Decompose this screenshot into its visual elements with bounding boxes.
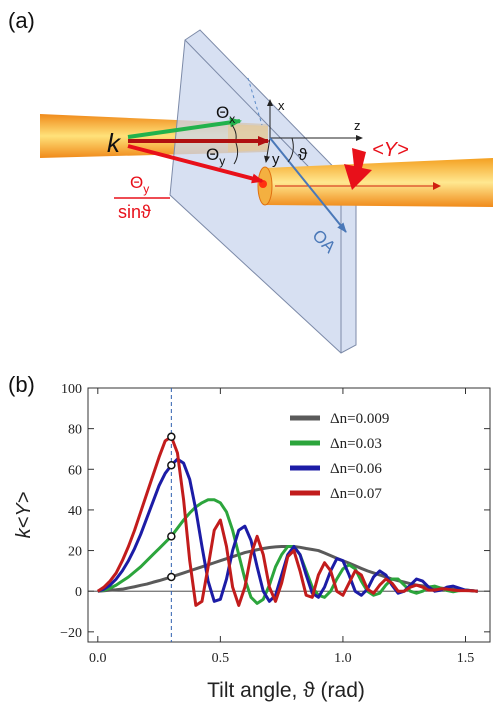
k-label: k [107, 128, 122, 158]
symbol: Θ [216, 103, 229, 122]
force-arrow [344, 148, 372, 190]
y-tick-label: 20 [68, 545, 82, 560]
subscript: y [143, 182, 149, 196]
theta-y-label: Θy [206, 145, 225, 168]
optic-axis-arrow [269, 137, 347, 233]
x-tick-label: 1.5 [457, 651, 475, 666]
axis-label: z [354, 118, 361, 133]
fraction-numerator: Θy [130, 173, 149, 196]
x-tick-label: 0.0 [89, 651, 107, 666]
x-tick-label: 0.5 [212, 651, 230, 666]
theta-y-arrow [127, 144, 264, 184]
legend-label: Δn=0.03 [330, 436, 382, 452]
y-tick-label: 60 [68, 463, 82, 478]
dashed-guide [247, 77, 263, 126]
panel-label: (a) [8, 8, 35, 33]
x-axis-label: Tilt angle, ϑ (rad) [207, 679, 365, 702]
series-line [96, 435, 478, 607]
theta-x-arrow [127, 117, 242, 139]
legend-label: Δn=0.07 [330, 486, 382, 502]
y-tick-label: 100 [61, 382, 82, 397]
angle-label: ϑ [298, 145, 308, 164]
y-tick-label: 0 [75, 585, 82, 600]
y-tick-label: 40 [68, 504, 82, 519]
series-line [97, 498, 478, 605]
axis-label: y [272, 151, 280, 168]
diagram: (a) k Θx Θy Θy sinϑ x [8, 8, 493, 354]
legend-label: Δn=0.009 [330, 411, 389, 427]
highlight-point [167, 460, 176, 470]
highlight-point [167, 432, 176, 442]
highlight-point [167, 532, 176, 541]
y-tick-label: −20 [60, 626, 82, 641]
symbol: Θ [130, 173, 143, 192]
angle-arc [233, 142, 239, 165]
force-label: <Y> [372, 139, 409, 161]
transmitted-beam [265, 158, 493, 207]
subscript: y [219, 154, 225, 168]
axis-label: x [278, 98, 285, 113]
subscript: x [229, 112, 235, 126]
fraction-denominator: sinϑ [118, 202, 151, 222]
theta-x-label: Θx [216, 103, 235, 126]
highlight-point [167, 572, 176, 582]
x-tick-label: 1.0 [334, 651, 352, 666]
y-tick-label: 80 [68, 423, 82, 438]
symbol: Θ [206, 145, 219, 164]
plot-frame [87, 387, 491, 643]
axis-arrow [264, 137, 271, 163]
angle-arc [287, 137, 294, 163]
chart: (b) Tilt angle, ϑ (rad) k<Y> −20 0 20 40 60 8… [8, 372, 491, 702]
y-axis-label: k<Y> [13, 492, 35, 539]
angle-arc [231, 124, 237, 140]
panel-label: (b) [8, 372, 35, 397]
legend-label: Δn=0.06 [330, 461, 382, 477]
